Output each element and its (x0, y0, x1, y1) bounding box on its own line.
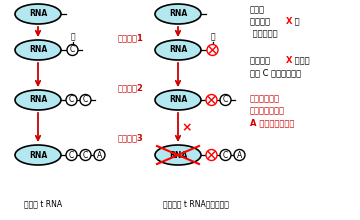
Text: ステップ3: ステップ3 (118, 134, 144, 143)
Ellipse shape (155, 40, 201, 60)
Text: ここで: ここで (250, 5, 265, 14)
Text: X: X (286, 17, 292, 26)
Text: RNA: RNA (169, 150, 187, 160)
Text: ステップ1: ステップ1 (118, 33, 144, 42)
Circle shape (206, 95, 217, 106)
Circle shape (206, 150, 217, 161)
Text: A は付加されない: A は付加されない (250, 118, 294, 127)
Text: 正: 正 (70, 33, 75, 42)
Text: 間違った: 間違った (250, 17, 273, 26)
Circle shape (94, 150, 105, 161)
Text: RNA: RNA (29, 9, 47, 18)
Text: 正しい t RNA: 正しい t RNA (24, 199, 62, 208)
Text: チェックが入り: チェックが入り (250, 106, 285, 115)
Circle shape (220, 95, 231, 106)
Text: RNA: RNA (29, 46, 47, 55)
Ellipse shape (15, 4, 61, 24)
Text: ステップ３で: ステップ３で (250, 94, 280, 103)
Text: A: A (97, 150, 102, 160)
Text: C: C (83, 95, 88, 104)
Text: 間違った: 間違った (250, 56, 273, 65)
Circle shape (80, 150, 91, 161)
Text: のまま: のまま (292, 56, 310, 65)
Text: A: A (237, 150, 242, 160)
Text: RNA: RNA (29, 95, 47, 104)
Text: RNA: RNA (29, 150, 47, 160)
Circle shape (80, 95, 91, 106)
Text: 間違った t RNAはできない: 間違った t RNAはできない (163, 199, 229, 208)
Circle shape (207, 44, 218, 55)
Text: が: が (292, 17, 300, 26)
Text: RNA: RNA (169, 46, 187, 55)
Text: C: C (223, 150, 228, 160)
Text: C: C (223, 95, 228, 104)
Text: C: C (70, 46, 75, 55)
Circle shape (220, 150, 231, 161)
Text: RNA: RNA (169, 9, 187, 18)
Text: C: C (83, 150, 88, 160)
Ellipse shape (155, 145, 201, 165)
Ellipse shape (155, 90, 201, 110)
Text: ステップ2: ステップ2 (118, 84, 144, 92)
Text: C: C (69, 150, 74, 160)
Circle shape (66, 95, 77, 106)
Text: ×: × (182, 121, 192, 134)
Circle shape (234, 150, 245, 161)
Text: 付加しても: 付加しても (250, 29, 278, 38)
Ellipse shape (15, 40, 61, 60)
Text: X: X (286, 56, 292, 65)
Text: 次の C が付加される: 次の C が付加される (250, 68, 301, 77)
Text: C: C (69, 95, 74, 104)
Ellipse shape (155, 4, 201, 24)
Circle shape (67, 44, 78, 55)
Ellipse shape (15, 145, 61, 165)
Circle shape (66, 150, 77, 161)
Text: RNA: RNA (169, 95, 187, 104)
Ellipse shape (15, 90, 61, 110)
Text: 誤: 誤 (210, 33, 215, 42)
